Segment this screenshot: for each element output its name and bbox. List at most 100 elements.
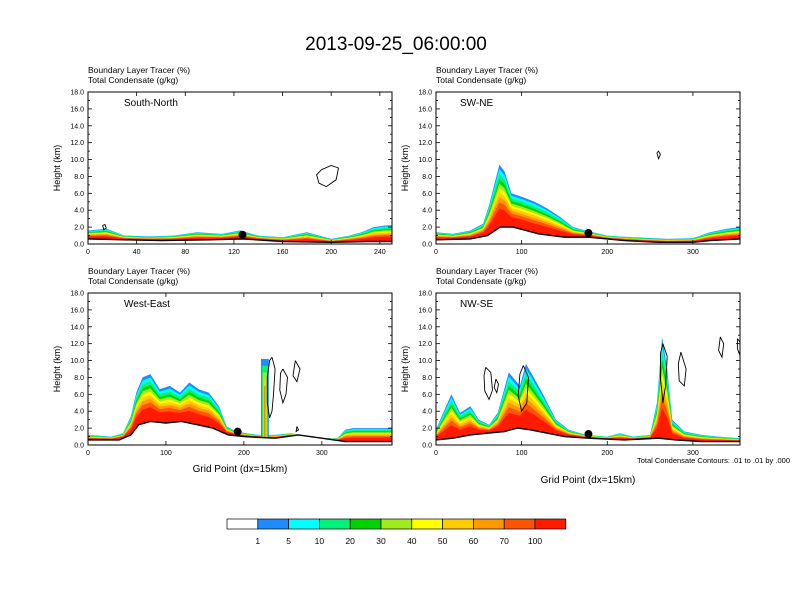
colorbar-label: 100 [528,536,542,546]
y-tick-label: 8.0 [74,375,84,382]
plot-area [88,356,392,443]
y-tick-label: 16.0 [418,106,432,113]
x-tick-label: 0 [434,450,438,457]
colorbar-label: 30 [376,536,386,546]
condensate-contour [316,165,340,188]
plot-area [436,336,740,443]
condensate-contour [102,224,107,231]
colorbar-label: 10 [315,536,325,546]
condensate-contour [659,343,668,403]
panel-title-condensate: Total Condensate (g/kg) [88,276,178,286]
tracer-band-10 [88,236,392,243]
panel-title-tracer: Boundary Layer Tracer (%) [436,266,538,276]
y-tick-label: 12.0 [418,140,432,147]
panels: Boundary Layer Tracer (%) Total Condensat… [52,65,741,486]
y-tick-label: 18.0 [418,291,432,298]
condensate-contour [718,336,725,359]
terrain-line [436,427,740,443]
y-tick-label: 16.0 [418,307,432,314]
y-tick-label: 8.0 [422,174,432,181]
y-axis-label: Height (km) [52,145,62,192]
y-tick-label: 4.0 [74,409,84,416]
y-tick-label: 0.0 [74,242,84,249]
location-marker [238,230,247,239]
x-tick-label: 300 [687,249,699,256]
x-tick-label: 160 [277,249,289,256]
panel-1: Boundary Layer Tracer (%)Total Condensat… [52,65,393,256]
y-tick-label: 2.0 [422,426,432,433]
plot-area [436,150,740,243]
colorbar: 1 5 10 20 30 40 50 60 70 100 [226,518,567,546]
y-tick-label: 18.0 [70,291,84,298]
y-tick-label: 6.0 [422,191,432,198]
condensate-contour [295,426,300,433]
location-marker [584,430,593,439]
y-tick-label: 4.0 [422,409,432,416]
y-tick-label: 0.0 [74,443,84,450]
tracer-band-10 [436,408,740,442]
x-tick-label: 100 [160,450,172,457]
condensate-contour [736,338,740,356]
x-tick-label: 100 [516,450,528,457]
y-axis-label: Height (km) [52,346,62,393]
x-tick-label: 100 [516,249,528,256]
colorbar-label: 1 [255,536,260,546]
condensate-contour [483,366,493,401]
spike-band-10 [264,385,266,438]
colorbar-swatch [380,518,413,530]
panel-3: Boundary Layer Tracer (%)Total Condensat… [52,266,393,475]
y-tick-label: 16.0 [70,106,84,113]
y-tick-label: 10.0 [418,157,432,164]
colorbar-swatch [442,518,474,530]
x-tick-label: 300 [687,450,699,457]
y-tick-label: 2.0 [74,426,84,433]
x-tick-label: 80 [181,249,189,256]
contour-footnote: Total Condensate Contours: .01 to .01 by… [637,456,790,465]
y-tick-label: 6.0 [74,191,84,198]
location-marker [233,427,242,436]
colorbar-label: 20 [345,536,355,546]
plot-frame [87,91,393,245]
colorbar-swatch [226,518,259,530]
panel-label: SW-NE [460,98,493,109]
colorbar-swatch [257,518,289,530]
x-tick-label: 120 [228,249,240,256]
colorbar-swatch [349,518,382,530]
y-tick-label: 6.0 [422,392,432,399]
colorbar-label: 70 [499,536,509,546]
colorbar-swatch [288,518,320,530]
y-tick-label: 2.0 [422,225,432,232]
terrain-line [88,420,392,443]
y-tick-label: 16.0 [70,307,84,314]
x-axis-label: Grid Point (dx=15km) [541,475,636,486]
colorbar-swatch [411,518,443,530]
colorbar-label: 60 [469,536,479,546]
panel-label: South-North [124,98,178,109]
y-tick-label: 8.0 [422,375,432,382]
colorbar-swatch [319,518,351,530]
y-tick-label: 14.0 [418,324,432,331]
y-tick-label: 14.0 [418,123,432,130]
condensate-contour [656,150,661,161]
x-tick-label: 0 [86,249,90,256]
plot-area [88,165,392,244]
y-tick-label: 10.0 [70,157,84,164]
x-tick-label: 300 [316,450,328,457]
y-tick-label: 12.0 [418,341,432,348]
panel-label: NW-SE [460,299,493,310]
y-tick-label: 14.0 [70,123,84,130]
y-tick-label: 10.0 [418,358,432,365]
condensate-contour [279,368,288,405]
y-tick-label: 18.0 [70,90,84,97]
x-tick-label: 0 [86,450,90,457]
panel-title-condensate: Total Condensate (g/kg) [436,75,526,85]
y-tick-label: 10.0 [70,358,84,365]
x-tick-label: 200 [238,450,250,457]
x-tick-label: 40 [133,249,141,256]
y-tick-label: 0.0 [422,242,432,249]
y-tick-label: 6.0 [74,392,84,399]
y-tick-label: 14.0 [70,324,84,331]
condensate-contour [517,365,529,413]
colorbar-label: 40 [407,536,417,546]
y-tick-label: 18.0 [418,90,432,97]
